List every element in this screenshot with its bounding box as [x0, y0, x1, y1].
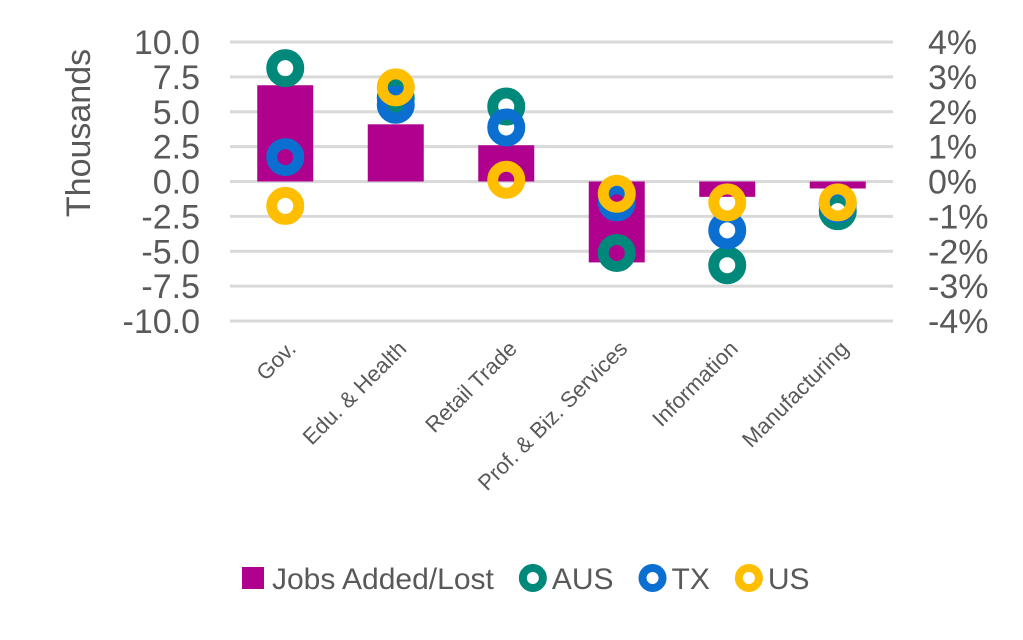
marker-us	[487, 160, 526, 199]
marker-aus	[487, 87, 526, 126]
y2-tick-label: 0%	[928, 164, 977, 202]
legend-label: US	[768, 563, 810, 596]
y-axis-right: 4%3%2%1%0%-1%-2%-3%-4%	[928, 24, 988, 341]
y-tick-label: 10.0	[134, 24, 200, 62]
x-tick-label: Manufacturing	[737, 336, 853, 452]
y-tick-label: 5.0	[153, 94, 200, 132]
x-tick-label: Information	[647, 336, 743, 432]
legend-swatch	[242, 567, 264, 589]
legend-marker	[638, 564, 667, 592]
x-tick-label: Gov.	[251, 336, 300, 385]
y-tick-label: -10.0	[123, 303, 201, 341]
x-tick-label: Edu. & Health	[298, 336, 412, 450]
x-tick-label: Retail Trade	[420, 336, 522, 438]
y-tick-label: -2.5	[141, 198, 200, 236]
legend-label: Jobs Added/Lost	[272, 563, 495, 596]
y-axis-title: Thousands	[60, 49, 98, 217]
marker-tx	[266, 138, 305, 177]
y2-tick-label: 2%	[928, 94, 977, 132]
marker-us	[376, 68, 415, 107]
y-tick-label: 0.0	[153, 164, 200, 202]
legend-label: AUS	[552, 563, 614, 596]
y-tick-label: -5.0	[141, 233, 200, 271]
marker-us	[266, 186, 305, 225]
marker-aus	[266, 49, 305, 88]
y-axis-left: 10.07.55.02.50.0-2.5-5.0-7.5-10.0	[123, 24, 201, 341]
legend-marker	[518, 564, 547, 592]
marker-aus	[708, 246, 747, 285]
y2-tick-label: 1%	[928, 129, 977, 167]
marker-aus	[597, 233, 636, 272]
marker-tx	[487, 108, 526, 147]
y2-tick-label: 4%	[928, 24, 977, 62]
y2-tick-label: -4%	[928, 303, 988, 341]
y2-tick-label: -3%	[928, 268, 988, 306]
gridlines	[230, 40, 893, 323]
y2-tick-label: 3%	[928, 59, 977, 97]
legend-marker	[734, 564, 763, 592]
y-tick-label: 2.5	[153, 129, 200, 167]
bar-jobs-added-lost	[367, 124, 424, 182]
y2-tick-label: -2%	[928, 233, 988, 271]
markers	[266, 49, 857, 285]
y-tick-label: -7.5	[141, 268, 200, 306]
marker-us	[597, 174, 636, 213]
legend-label: TX	[672, 563, 710, 596]
marker-tx	[376, 85, 415, 124]
marker-us	[708, 183, 747, 222]
legend: Jobs Added/Lost AUS TX US	[242, 563, 810, 596]
y-tick-label: 7.5	[153, 59, 200, 97]
y2-tick-label: -1%	[928, 198, 988, 236]
marker-us	[818, 183, 857, 222]
